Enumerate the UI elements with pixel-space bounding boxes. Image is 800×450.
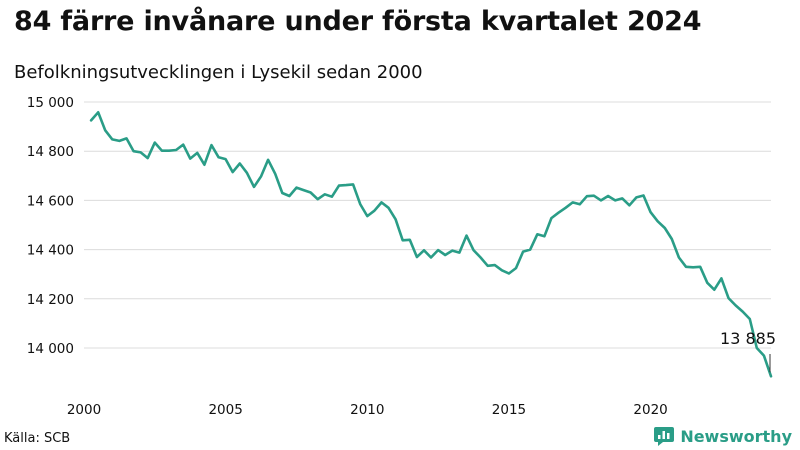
series-layer <box>89 111 773 378</box>
y-axis: 14 000 14 200 14 400 14 600 14 800 15 000 <box>27 95 74 357</box>
gridlines <box>84 101 771 349</box>
chart-title: 84 färre invånare under första kvartalet… <box>14 6 702 37</box>
y-tick-label: 14 800 <box>27 144 74 160</box>
y-tick-label: 15 000 <box>27 95 74 111</box>
data-label: 13 885 <box>720 329 776 348</box>
x-tick-label: 2020 <box>633 402 667 418</box>
x-tick-label: 2015 <box>492 402 526 418</box>
source-note: Källa: SCB <box>4 431 71 446</box>
annotation-layer: 13 885 <box>720 329 776 373</box>
series-line <box>89 111 773 378</box>
y-tick-label: 14 000 <box>27 341 74 357</box>
y-tick-label: 14 200 <box>27 292 74 308</box>
y-tick-label: 14 400 <box>27 243 74 259</box>
brand-logo[interactable]: Newsworthy <box>653 425 792 447</box>
bar-chart-logo-icon <box>654 427 675 446</box>
x-axis: 2000 2005 2010 2015 2020 <box>67 402 668 418</box>
x-tick-label: 2005 <box>208 402 242 418</box>
x-tick-label: 2000 <box>67 402 101 418</box>
chart-subtitle: Befolkningsutvecklingen i Lysekil sedan … <box>14 62 423 83</box>
y-tick-label: 14 600 <box>27 193 74 209</box>
x-tick-label: 2010 <box>350 402 384 418</box>
brand-name: Newsworthy <box>680 426 792 446</box>
